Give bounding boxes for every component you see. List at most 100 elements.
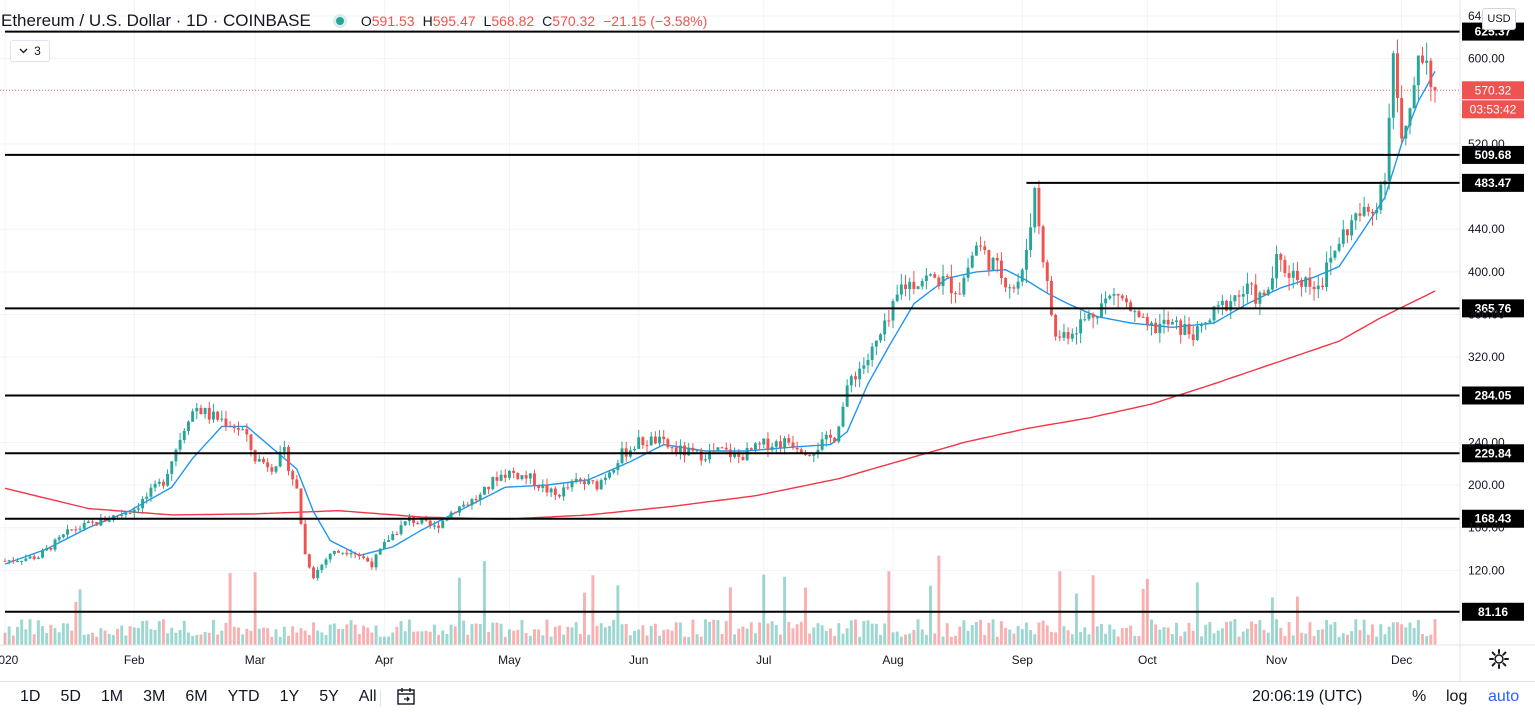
- volume-bar: [516, 629, 520, 645]
- y-tick-label: 440.00: [1468, 222, 1505, 236]
- candle-body: [387, 540, 391, 542]
- currency-badge[interactable]: USD: [1482, 8, 1516, 30]
- volume-bar: [78, 589, 82, 645]
- x-tick-label: Jun: [629, 653, 648, 667]
- volume-bar: [403, 631, 407, 645]
- chart-header: Ethereum / U.S. Dollar · 1D · COINBASE O…: [0, 8, 707, 34]
- volume-bar: [399, 621, 403, 645]
- candle-body: [32, 556, 36, 559]
- candle-body: [186, 421, 190, 431]
- candle-body: [1345, 229, 1349, 236]
- volume-bar: [595, 625, 599, 645]
- volume-bar: [174, 632, 178, 645]
- log-toggle[interactable]: log: [1446, 688, 1468, 705]
- candle-body: [353, 553, 357, 555]
- settings-gear-icon[interactable]: [1488, 648, 1510, 670]
- volume-bar: [1037, 622, 1041, 645]
- candle-body: [762, 438, 766, 445]
- volume-bar: [1191, 630, 1195, 645]
- volume-bar: [1024, 622, 1028, 645]
- candle-body: [482, 486, 486, 495]
- utc-clock[interactable]: 20:06:19 (UTC): [1252, 688, 1363, 705]
- range-1m[interactable]: 1M: [100, 688, 124, 705]
- range-5y[interactable]: 5Y: [319, 688, 339, 705]
- symbol-title[interactable]: Ethereum / U.S. Dollar · 1D · COINBASE: [1, 11, 311, 30]
- volume-bar: [941, 636, 945, 645]
- candle-body: [1416, 55, 1420, 86]
- volume-bar: [583, 592, 586, 645]
- volume-bar: [1229, 621, 1233, 645]
- candle-body: [99, 518, 103, 526]
- volume-bar: [1241, 631, 1245, 645]
- volume-bar: [612, 619, 616, 645]
- range-ytd[interactable]: YTD: [227, 688, 260, 705]
- candle-body: [149, 487, 153, 497]
- candle-body: [1366, 206, 1370, 212]
- volume-bar: [49, 624, 53, 645]
- candle-body: [666, 439, 670, 448]
- volume-bar: [1266, 632, 1270, 645]
- candle-body: [391, 534, 395, 541]
- range-6m[interactable]: 6M: [185, 688, 208, 705]
- range-3m[interactable]: 3M: [143, 688, 166, 705]
- candle-body: [120, 514, 124, 516]
- volume-bar: [749, 622, 753, 645]
- volume-bar: [1016, 625, 1020, 645]
- candle-body: [1262, 292, 1266, 296]
- volume-bar: [11, 635, 15, 645]
- candle-body: [1195, 326, 1199, 341]
- candle-body: [132, 509, 136, 514]
- candle-body: [424, 519, 428, 521]
- y-tick-label: 600.00: [1468, 52, 1505, 66]
- candle-body: [1387, 117, 1391, 181]
- candle-body: [11, 560, 15, 562]
- candle-body: [432, 525, 436, 527]
- volume-bar: [841, 633, 845, 645]
- volume-bar: [1383, 634, 1387, 645]
- volume-bar: [920, 629, 924, 645]
- auto-toggle[interactable]: auto: [1488, 688, 1520, 705]
- indicators-toggle[interactable]: 3: [10, 40, 50, 62]
- candle-body: [920, 281, 924, 287]
- candle-body: [995, 257, 999, 261]
- candle-body: [1116, 293, 1120, 296]
- volume-bar: [879, 634, 882, 645]
- volume-bar: [324, 635, 328, 645]
- volume-bar: [1212, 633, 1216, 645]
- volume-bar: [737, 628, 741, 645]
- range-1d[interactable]: 1D: [20, 688, 41, 705]
- candle-body: [824, 434, 828, 440]
- volume-bar: [207, 632, 211, 645]
- volume-bar: [716, 620, 720, 645]
- y-tick-label: 400.00: [1468, 265, 1505, 279]
- volume-bar: [432, 624, 436, 645]
- volume-bar: [808, 633, 812, 645]
- level-price-tag: [1462, 173, 1524, 192]
- candle-body: [266, 462, 270, 468]
- candle-body: [778, 441, 782, 448]
- candle-body: [1308, 277, 1312, 287]
- candle-body: [166, 473, 170, 486]
- candle-body: [695, 450, 699, 452]
- volume-bar: [545, 619, 549, 645]
- volume-bar: [1175, 622, 1178, 645]
- range-1y[interactable]: 1Y: [279, 688, 300, 705]
- candle-body: [924, 275, 928, 282]
- volume-bar: [474, 623, 478, 645]
- range-5d[interactable]: 5D: [60, 688, 81, 705]
- volume-bar: [1179, 636, 1183, 645]
- range-all[interactable]: All: [358, 688, 377, 705]
- volume-bar: [362, 625, 366, 645]
- volume-bar: [1087, 634, 1091, 645]
- candle-body: [24, 558, 28, 561]
- ohlc-open: O591.53: [361, 13, 415, 29]
- volume-bar: [1112, 629, 1116, 645]
- volume-bar: [16, 626, 19, 645]
- candle-body: [1012, 287, 1016, 289]
- volume-bar: [216, 634, 220, 645]
- candle-body: [1291, 270, 1295, 278]
- percent-toggle[interactable]: %: [1412, 688, 1427, 705]
- calendar-goto-icon[interactable]: [396, 687, 418, 707]
- candle-body: [399, 525, 403, 535]
